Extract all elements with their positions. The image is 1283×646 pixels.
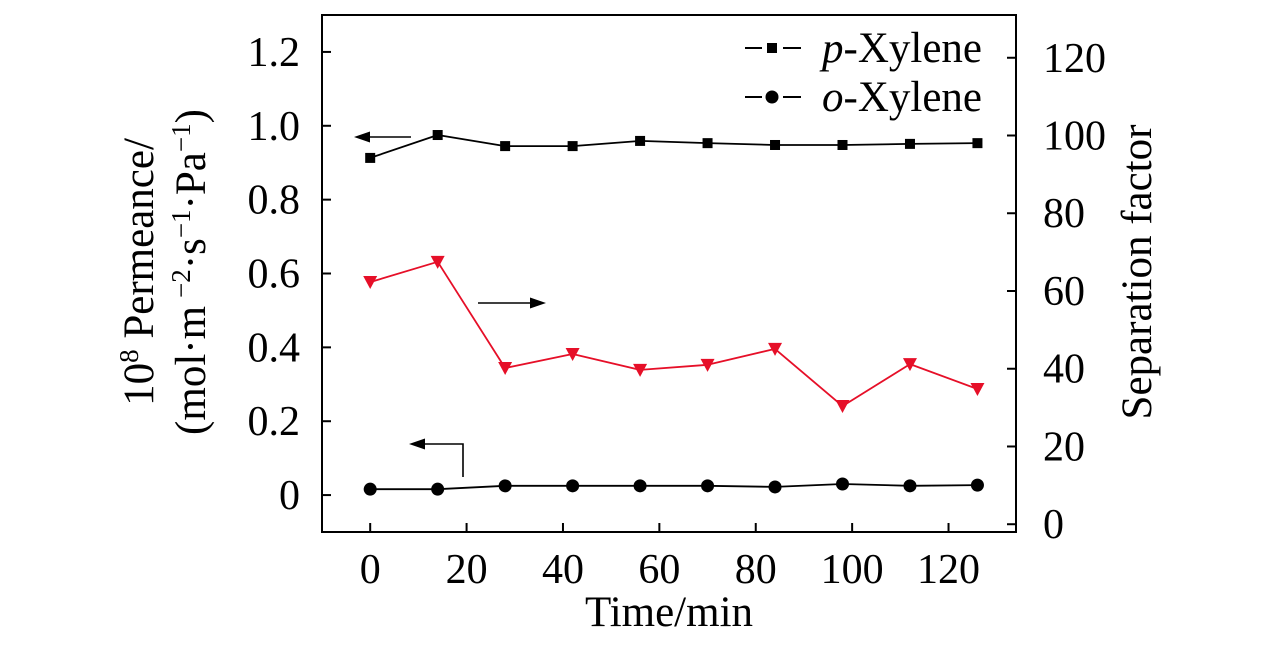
y-right-tick-label: 120 bbox=[1043, 36, 1106, 82]
arrow-head-left bbox=[409, 438, 425, 450]
y-left-axis-title-line1: 108 Permeance/ bbox=[114, 138, 163, 406]
o-xylene-point bbox=[566, 479, 580, 493]
p-xylene-point bbox=[904, 138, 915, 149]
legend-entry-p-xylene: p-Xylene bbox=[745, 25, 982, 72]
o-xylene-point bbox=[701, 479, 715, 493]
x-tick-label: 80 bbox=[735, 547, 777, 593]
separation-factor-point bbox=[902, 358, 917, 372]
y-right-axis-title: Separation factor bbox=[1114, 125, 1161, 420]
separation-factor-point bbox=[970, 382, 985, 396]
o-xylene-point bbox=[970, 478, 984, 492]
x-tick-label: 120 bbox=[917, 547, 980, 593]
x-tick-label: 20 bbox=[446, 547, 488, 593]
arrow-o-xylene-to-left-axis bbox=[409, 438, 464, 477]
separation-factor-point bbox=[768, 342, 783, 356]
y-left-unit-sup2: −1 bbox=[166, 209, 196, 238]
p-xylene-point bbox=[365, 152, 376, 163]
y-left-unit-mid2: ·Pa bbox=[168, 152, 215, 209]
separation-factor-point bbox=[498, 361, 513, 375]
data-series bbox=[363, 130, 985, 496]
x-tick-label: 40 bbox=[542, 547, 584, 593]
y-left-unit-open: (mol·m bbox=[168, 306, 215, 435]
x-tick-label: 100 bbox=[821, 547, 884, 593]
legend-label-o-xylene: o-Xylene bbox=[822, 74, 982, 121]
y-left-tick-label: 0 bbox=[279, 473, 300, 519]
y-right-tick-label: 20 bbox=[1043, 424, 1085, 470]
o-xylene-point bbox=[431, 482, 445, 496]
arrow-p-xylene-to-left-axis bbox=[354, 131, 411, 143]
legend-label-p-xylene: p-Xylene bbox=[819, 25, 982, 72]
p-xylene-point bbox=[635, 135, 646, 146]
x-tick-label: 0 bbox=[360, 547, 381, 593]
y-left-tick-label: 0.8 bbox=[248, 178, 301, 224]
p-xylene-point bbox=[770, 139, 781, 150]
y-right-tick-label: 100 bbox=[1043, 114, 1106, 160]
p-xylene-point bbox=[702, 138, 713, 149]
p-xylene-point bbox=[500, 141, 511, 152]
o-xylene-point bbox=[498, 479, 512, 493]
o-xylene-point bbox=[836, 477, 849, 491]
legend-label-o-xylene-rest: -Xylene bbox=[844, 74, 983, 121]
y-right-tick-label: 0 bbox=[1043, 502, 1064, 548]
separation-factor-point bbox=[633, 363, 648, 377]
separation-factor-point bbox=[700, 358, 715, 372]
legend-label-o-xylene-italic: o bbox=[822, 74, 844, 121]
o-xylene-point bbox=[363, 482, 377, 496]
p-xylene-point bbox=[432, 130, 443, 141]
o-xylene-point bbox=[903, 479, 917, 493]
y-left-tick-label: 0.2 bbox=[248, 399, 301, 445]
o-xylene-point bbox=[768, 480, 782, 494]
separation-factor-point bbox=[835, 400, 850, 414]
y-left-title-rest: Permeance/ bbox=[116, 138, 163, 349]
p-xylene-point bbox=[972, 138, 983, 149]
p-xylene-point bbox=[567, 141, 578, 152]
y-left-tick-label: 0.4 bbox=[248, 325, 301, 371]
y-left-tick-label: 1.0 bbox=[248, 104, 301, 150]
y-left-tick-label: 1.2 bbox=[248, 30, 301, 76]
p-xylene-point bbox=[837, 139, 848, 150]
legend-circle-marker bbox=[765, 90, 779, 104]
separation-factor-point bbox=[363, 276, 378, 290]
arrow-shaft-bent bbox=[421, 443, 464, 477]
separation-factor-line bbox=[369, 260, 978, 408]
x-axis-title: Time/min bbox=[585, 589, 753, 636]
y-right-tick-label: 80 bbox=[1043, 191, 1085, 237]
arrow-separation-to-right-axis bbox=[478, 297, 546, 309]
axis-ticks: 0 20 40 60 80 100 120 0 0.2 0.4 0.6 0.8 1.0 1.2 0 20 40 6… bbox=[248, 30, 1107, 593]
separation-factor-point bbox=[565, 347, 580, 361]
legend-label-p-xylene-italic: p bbox=[819, 25, 844, 72]
legend-square-marker bbox=[767, 43, 777, 53]
arrow-head-right bbox=[530, 297, 546, 309]
y-left-axis-title-line2: (mol·m−2·s−1·Pa−1) bbox=[166, 109, 215, 435]
y-left-unit-close: ) bbox=[168, 109, 215, 123]
y-left-unit-mid1: ·s bbox=[168, 238, 215, 269]
arrow-head-left bbox=[354, 131, 370, 143]
x-tick-label: 60 bbox=[638, 547, 680, 593]
y-left-tick-label: 0.6 bbox=[248, 252, 301, 298]
legend-label-p-xylene-rest: -Xylene bbox=[844, 25, 983, 72]
y-right-tick-label: 60 bbox=[1043, 269, 1085, 315]
y-left-unit-sup3: −1 bbox=[166, 123, 196, 152]
legend-entry-o-xylene: o-Xylene bbox=[745, 74, 982, 121]
y-left-title-base: 10 bbox=[116, 363, 163, 406]
y-left-title-superscript: 8 bbox=[114, 349, 144, 363]
y-right-tick-label: 40 bbox=[1043, 347, 1085, 393]
o-xylene-line bbox=[370, 483, 978, 491]
legend: p-Xylene o-Xylene bbox=[745, 25, 982, 121]
separation-factor-point bbox=[430, 255, 445, 269]
y-left-unit-sup1: −2 bbox=[166, 269, 196, 298]
o-xylene-point bbox=[633, 479, 647, 493]
p-xylene-line bbox=[369, 134, 978, 159]
